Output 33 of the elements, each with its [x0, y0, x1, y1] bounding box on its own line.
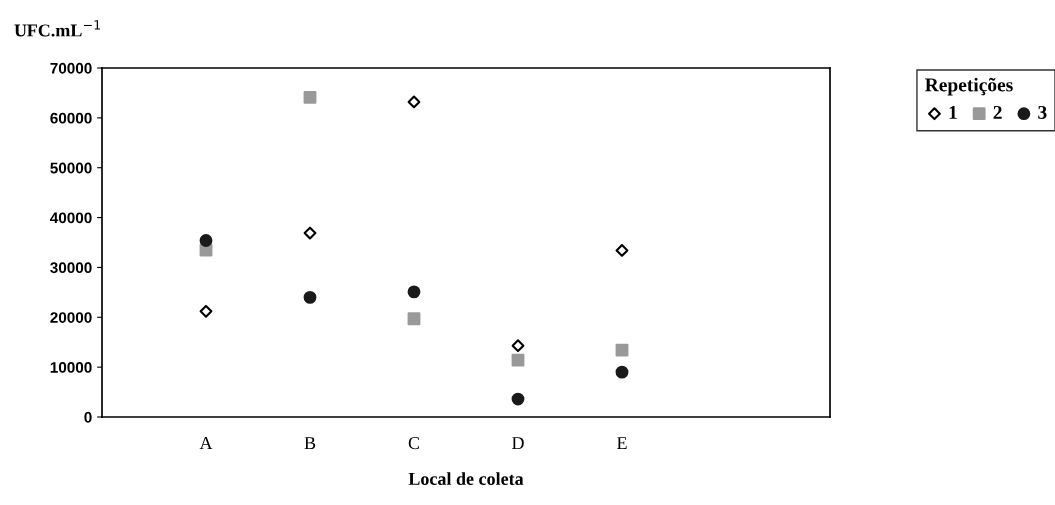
point	[511, 353, 525, 367]
point	[407, 285, 421, 299]
point	[615, 244, 629, 257]
x-axis-title: Local de coleta	[408, 472, 524, 485]
legend-label: 1	[949, 105, 957, 119]
point	[615, 343, 629, 357]
y-tick-label: 10000	[50, 362, 92, 373]
y-tick-label: 50000	[50, 162, 92, 174]
point	[199, 304, 213, 318]
legend-title: Repetições	[925, 77, 1013, 96]
x-tick-label: B	[304, 437, 316, 450]
y-tick-label: 20000	[50, 312, 92, 323]
y-tick-label: 70000	[50, 62, 92, 74]
point	[407, 95, 421, 109]
point	[303, 226, 317, 240]
point	[615, 365, 629, 379]
y-tick-label: 0	[84, 411, 92, 423]
x-tick-label: C	[408, 437, 420, 450]
y-axis-title: UFC.mL$^{−1}$	[14, 20, 101, 37]
x-tick-label: A	[199, 437, 213, 449]
point	[199, 234, 213, 247]
y-tick-label: 60000	[50, 112, 92, 124]
point	[303, 290, 317, 304]
y-tick-label: 40000	[50, 212, 92, 224]
x-tick-label: E	[617, 437, 627, 449]
point	[511, 339, 525, 353]
legend-label: 3	[1038, 105, 1047, 119]
point	[511, 392, 525, 406]
legend-label: 2	[993, 105, 1002, 119]
x-tick-label: D	[512, 437, 524, 450]
y-tick-label: 30000	[50, 262, 92, 274]
point	[303, 91, 317, 104]
point	[407, 312, 421, 326]
